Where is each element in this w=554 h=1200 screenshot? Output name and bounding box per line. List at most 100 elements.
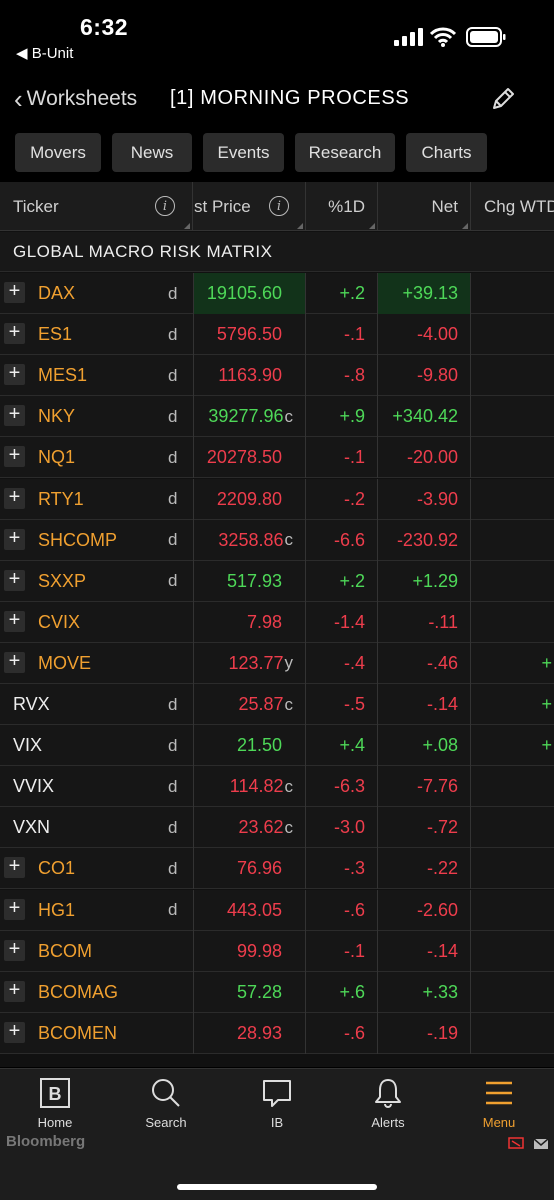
mail-icon[interactable] [533, 1137, 549, 1151]
column-header-last-price[interactable]: st Price i [193, 182, 306, 231]
expand-plus-button[interactable]: + [4, 363, 25, 386]
edit-pencil-icon[interactable] [488, 84, 518, 114]
net-change-value: -2.60 [416, 899, 458, 920]
table-row[interactable]: VIX d 21.50 +.4 +.08 + [0, 725, 554, 767]
table-row[interactable]: + NQ1 d 20278.50 -.1 -20.00 [0, 437, 554, 479]
table-row[interactable]: + MOVE 123.77 y -.4 -.46 + [0, 642, 554, 684]
table-row[interactable]: + BCOMEN 28.93 -.6 -.19 [0, 1012, 554, 1054]
table-row[interactable]: + SHCOMP d 3258.86 c -6.6 -230.92 [0, 519, 554, 561]
expand-plus-button[interactable]: + [4, 528, 25, 550]
back-label: Worksheets [26, 87, 138, 110]
info-icon[interactable]: i [155, 196, 175, 216]
pct-1d-cell: -.8 [306, 355, 378, 397]
table-row[interactable]: + SXXP d 517.93 +.2 +1.29 [0, 560, 554, 602]
pct-1d-value: +.6 [339, 981, 365, 1002]
expand-plus-button[interactable]: + [4, 898, 25, 920]
ticker-symbol[interactable]: RVX [13, 694, 50, 714]
ticker-symbol[interactable]: VIX [13, 735, 43, 756]
table-row[interactable]: + RTY1 d 2209.80 -.2 -3.90 [0, 478, 554, 520]
chg-wtd-cell [471, 766, 554, 807]
column-header-pct-1d[interactable]: %1D [306, 182, 378, 231]
svg-text:B: B [49, 1084, 62, 1104]
price-suffix: y [284, 653, 294, 673]
expand-plus-button[interactable]: + [4, 856, 25, 879]
info-icon[interactable]: i [269, 196, 289, 216]
expand-plus-button[interactable]: + [4, 651, 25, 673]
bloomberg-b-icon: B [40, 1078, 70, 1108]
net-change-cell: -.19 [378, 1012, 471, 1054]
table-row[interactable]: + NKY d 39277.96 c +.9 +340.42 [0, 396, 554, 438]
ticker-symbol[interactable]: MES1 [38, 365, 88, 386]
table-row[interactable]: + CVIX 7.98 -1.4 -.11 [0, 601, 554, 643]
expand-plus-button[interactable]: + [4, 281, 25, 303]
ticker-symbol[interactable]: SXXP [38, 570, 87, 591]
tabbar-ib[interactable]: IB [227, 1077, 327, 1137]
ticker-symbol[interactable]: HG1 [38, 899, 76, 920]
tab-events[interactable]: Events [203, 133, 284, 172]
tabbar-menu[interactable]: Menu [449, 1077, 549, 1137]
table-row[interactable]: + CO1 d 76.96 -.3 -.22 [0, 848, 554, 890]
expand-plus-button[interactable]: + [4, 487, 25, 509]
ticker-symbol[interactable]: DAX [38, 283, 76, 303]
net-change-cell: -230.92 [378, 519, 471, 561]
delayed-flag: d [168, 571, 178, 591]
table-row[interactable]: VXN d 23.62 c -3.0 -.72 [0, 807, 554, 849]
tab-charts[interactable]: Charts [406, 133, 487, 172]
column-header-chg-wtd[interactable]: Chg WTD [471, 182, 554, 231]
bottom-tab-bar: B Home Search IB Alerts Menu Bloomberg [0, 1068, 554, 1200]
ticker-symbol[interactable]: NQ1 [38, 447, 76, 468]
ticker-symbol[interactable]: RTY1 [38, 488, 84, 509]
delayed-flag: d [168, 447, 178, 467]
last-price-value: 123.77 y [228, 643, 293, 684]
ticker-symbol[interactable]: BCOM [38, 940, 92, 961]
ticker-symbol[interactable]: SHCOMP [38, 529, 118, 550]
table-row[interactable]: VVIX d 114.82 c -6.3 -7.76 [0, 766, 554, 808]
sort-indicator-icon [297, 223, 303, 229]
tabbar-label: Alerts [371, 1115, 405, 1130]
table-row[interactable]: + MES1 d 1163.90 -.8 -9.80 [0, 355, 554, 397]
expand-plus-button[interactable]: + [4, 1021, 25, 1043]
column-header-net[interactable]: Net [378, 182, 471, 231]
last-price-value: 19105.60 [207, 273, 283, 314]
tab-news[interactable]: News [112, 133, 192, 172]
table-row[interactable]: + ES1 d 5796.50 -.1 -4.00 [0, 314, 554, 356]
tabbar-alerts[interactable]: Alerts [338, 1077, 438, 1137]
back-to-app-link[interactable]: ◀ B-Unit [16, 45, 74, 62]
net-change-cell: -3.90 [378, 478, 471, 520]
ticker-symbol[interactable]: ES1 [38, 324, 73, 345]
ticker-symbol[interactable]: MOVE [38, 652, 92, 673]
ticker-symbol[interactable]: BCOMAG [38, 981, 119, 1002]
screen-share-icon[interactable] [508, 1137, 524, 1151]
ticker-symbol[interactable]: CO1 [38, 858, 76, 879]
table-row[interactable]: + DAX d 19105.60 +.2 +39.13 [0, 273, 554, 314]
ticker-symbol[interactable]: VXN [13, 817, 51, 838]
table-row[interactable]: + BCOMAG 57.28 +.6 +.33 [0, 971, 554, 1013]
expand-plus-button[interactable]: + [4, 322, 25, 345]
ticker-symbol[interactable]: VVIX [13, 776, 55, 797]
column-header-ticker[interactable]: Ticker i [0, 182, 193, 231]
expand-plus-button[interactable]: + [4, 445, 25, 468]
net-change-cell: -.11 [378, 601, 471, 643]
price-text: 57.28 [236, 981, 282, 1002]
table-row[interactable]: + HG1 d 443.05 -.6 -2.60 [0, 889, 554, 931]
last-price-cell: 76.96 [193, 848, 306, 890]
expand-plus-button[interactable]: + [4, 404, 25, 427]
last-price-value: 21.50 [237, 725, 283, 766]
ticker-symbol[interactable]: NKY [38, 406, 76, 427]
pct-1d-value: -.6 [343, 1022, 365, 1043]
expand-plus-button[interactable]: + [4, 610, 25, 632]
tab-research[interactable]: Research [295, 133, 395, 172]
price-text: 1163.90 [218, 365, 282, 386]
table-row[interactable]: RVX d 25.87 c -.5 -.14 + [0, 684, 554, 725]
table-row[interactable]: + BCOM 99.98 -.1 -.14 [0, 930, 554, 972]
back-to-worksheets-button[interactable]: ‹ Worksheets [14, 86, 137, 112]
net-change-cell: -.14 [378, 930, 471, 972]
tabbar-search[interactable]: Search [116, 1077, 216, 1137]
expand-plus-button[interactable]: + [4, 980, 25, 1002]
tab-movers[interactable]: Movers [15, 133, 101, 172]
tabbar-home[interactable]: B Home [5, 1077, 105, 1137]
expand-plus-button[interactable]: + [4, 569, 25, 591]
ticker-symbol[interactable]: BCOMEN [38, 1022, 118, 1043]
expand-plus-button[interactable]: + [4, 939, 25, 961]
ticker-symbol[interactable]: CVIX [38, 611, 81, 632]
